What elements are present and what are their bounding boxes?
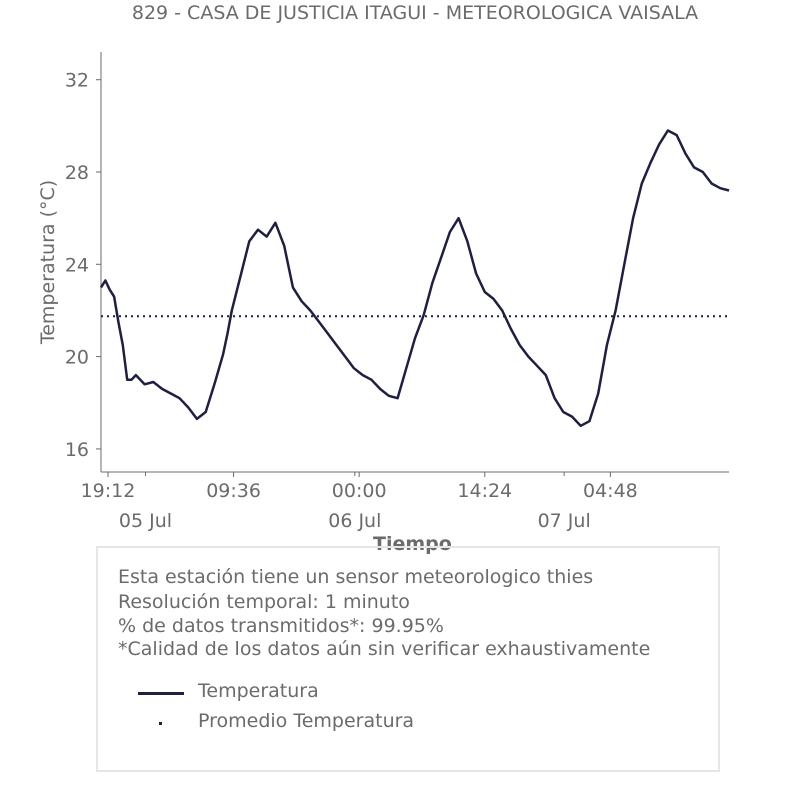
x-tick-label: 00:00 — [332, 480, 387, 502]
info-quality-line: *Calidad de los datos aún sin verificar … — [118, 638, 651, 660]
x-tick-label: 09:36 — [206, 480, 261, 502]
legend-label-temperatura: Temperatura — [198, 680, 319, 702]
info-transmitted-line: % de datos transmitidos*: 99.95% — [118, 615, 444, 637]
legend-dot-icon — [159, 722, 162, 725]
y-tick-label: 16 — [65, 439, 89, 461]
temperatura-series-line — [99, 129, 730, 428]
x-tick-label: 19:12 — [81, 480, 136, 502]
info-resolution-line: Resolución temporal: 1 minuto — [118, 591, 410, 613]
x-axis-label: Tiempo — [373, 533, 452, 555]
x-date-label: 06 Jul — [328, 510, 381, 532]
x-tick-label: 04:48 — [583, 480, 638, 502]
y-tick-label: 28 — [65, 162, 89, 184]
y-axis-label: Temperatura (°C) — [37, 180, 59, 345]
x-date-label: 07 Jul — [538, 510, 591, 532]
y-tick-label: 32 — [65, 70, 89, 92]
temperature-chart: 16 20 24 28 32 Temperatura (°C) 19:12 09:36 00:0… — [37, 52, 730, 532]
legend-line-icon — [138, 692, 184, 695]
legend-label-promedio: Promedio Temperatura — [198, 710, 415, 732]
y-tick-label: 20 — [65, 347, 89, 369]
y-tick-label: 24 — [65, 254, 89, 276]
chart-title: 829 - CASA DE JUSTICIA ITAGUI - METEOROL… — [131, 2, 699, 24]
x-date-label: 05 Jul — [119, 510, 172, 532]
info-legend-box: Esta estación tiene un sensor meteorolog… — [96, 546, 720, 772]
x-tick-label: 14:24 — [457, 480, 512, 502]
info-sensor-line: Esta estación tiene un sensor meteorolog… — [118, 566, 594, 588]
